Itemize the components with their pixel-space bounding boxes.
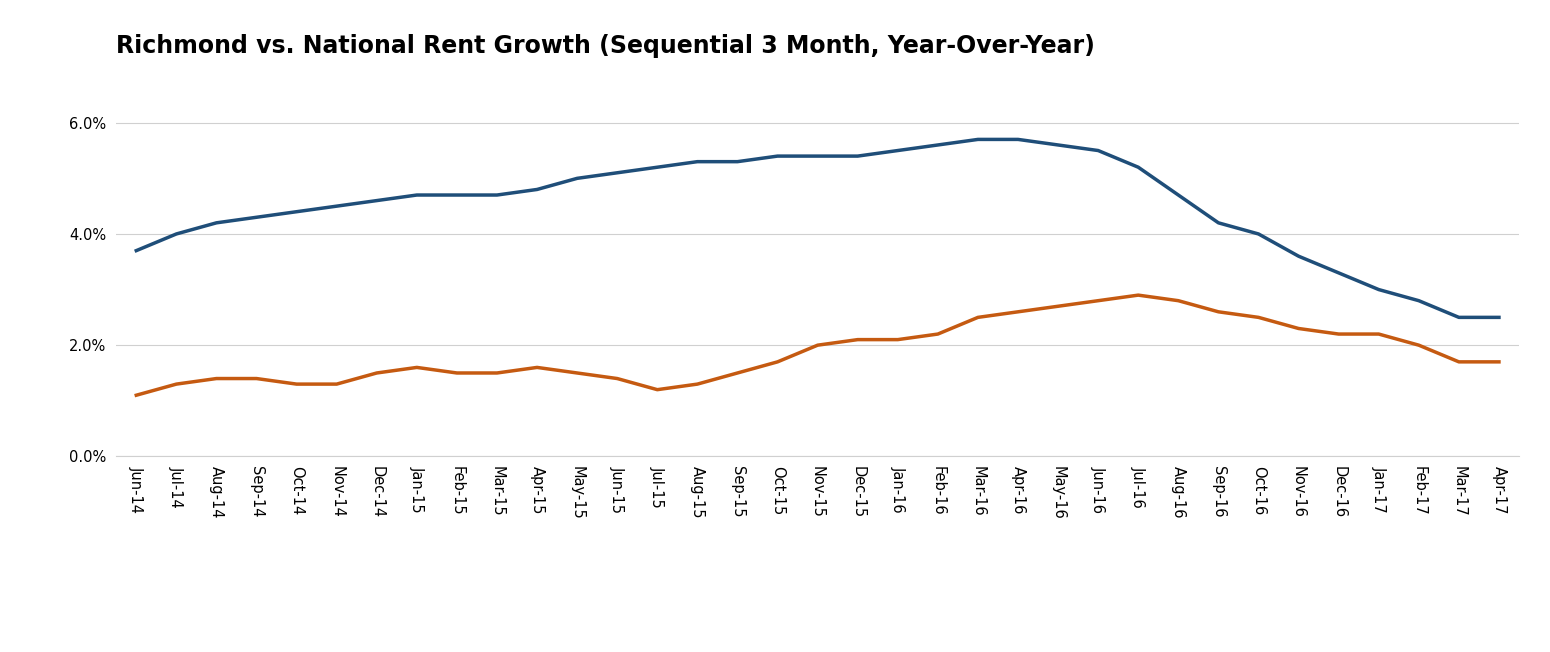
National: [1128, 163, 1147, 171]
National: [688, 158, 707, 166]
National: [1209, 219, 1228, 227]
National: [367, 197, 386, 205]
Richmond: [448, 369, 467, 377]
Richmond: [769, 358, 787, 366]
Richmond: [888, 336, 907, 344]
Richmond: [809, 341, 828, 349]
Richmond: [167, 380, 186, 388]
National: [728, 158, 747, 166]
National: [167, 230, 186, 238]
Richmond: [1249, 314, 1268, 321]
Richmond: [1009, 308, 1028, 316]
National: [1169, 191, 1187, 199]
Richmond: [928, 330, 947, 338]
Richmond: [1090, 297, 1108, 304]
National: [1009, 136, 1028, 143]
Line: Richmond: Richmond: [136, 295, 1499, 395]
Richmond: [1209, 308, 1228, 316]
Richmond: [608, 375, 626, 383]
Richmond: [246, 375, 267, 383]
Richmond: [1169, 297, 1187, 304]
Richmond: [1330, 330, 1348, 338]
National: [809, 152, 828, 160]
National: [608, 169, 626, 177]
National: [327, 202, 346, 210]
Richmond: [969, 314, 987, 321]
National: [848, 152, 866, 160]
National: [769, 152, 787, 160]
National: [1249, 230, 1268, 238]
National: [1449, 314, 1468, 321]
Richmond: [127, 391, 146, 399]
Richmond: [527, 364, 547, 372]
National: [1049, 141, 1068, 149]
Richmond: [848, 336, 866, 344]
Text: Richmond vs. National Rent Growth (Sequential 3 Month, Year-Over-Year): Richmond vs. National Rent Growth (Seque…: [116, 35, 1096, 58]
National: [969, 136, 987, 143]
Richmond: [287, 380, 305, 388]
Richmond: [1409, 341, 1428, 349]
National: [1370, 286, 1389, 293]
National: [527, 186, 547, 194]
National: [1290, 252, 1308, 260]
National: [408, 191, 426, 199]
National: [287, 208, 305, 216]
National: [488, 191, 507, 199]
Richmond: [567, 369, 586, 377]
Richmond: [1370, 330, 1389, 338]
Richmond: [327, 380, 346, 388]
National: [127, 246, 146, 254]
Richmond: [1449, 358, 1468, 366]
National: [1090, 147, 1108, 155]
Richmond: [1490, 358, 1508, 366]
National: [246, 213, 267, 221]
Richmond: [1128, 291, 1147, 299]
National: [648, 163, 666, 171]
Line: National: National: [136, 140, 1499, 318]
National: [567, 175, 586, 183]
National: [928, 141, 947, 149]
Richmond: [367, 369, 386, 377]
Richmond: [688, 380, 707, 388]
Richmond: [408, 364, 426, 372]
Richmond: [1290, 325, 1308, 333]
National: [208, 219, 226, 227]
Richmond: [728, 369, 747, 377]
Richmond: [648, 386, 666, 394]
National: [1330, 269, 1348, 277]
Richmond: [488, 369, 507, 377]
National: [1490, 314, 1508, 321]
Richmond: [208, 375, 226, 383]
National: [888, 147, 907, 155]
Richmond: [1049, 303, 1068, 310]
National: [1409, 297, 1428, 304]
National: [448, 191, 467, 199]
